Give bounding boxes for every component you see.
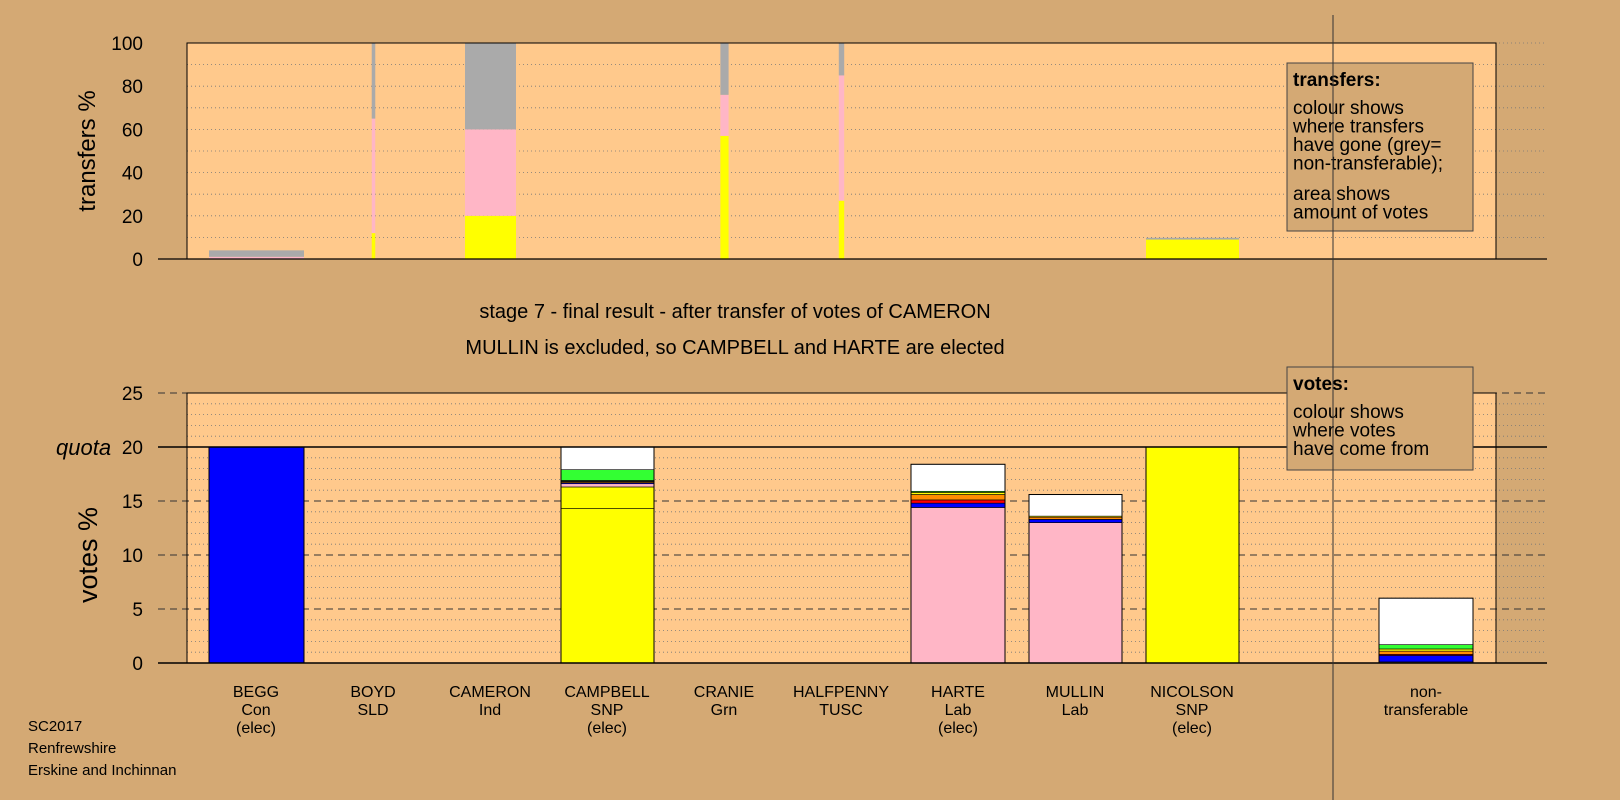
votes-y-axis-label: votes % — [73, 507, 103, 603]
transfers-y-tick-label: 80 — [122, 77, 143, 98]
footer: SC2017 Renfrewshire Erskine and Inchinna… — [28, 716, 176, 782]
transfer-bar-segment — [1146, 237, 1239, 240]
candidate-name-label: NICOLSON — [1150, 684, 1234, 701]
vote-bar-segment — [560, 469, 655, 481]
candidate-party-label: transferable — [1384, 702, 1469, 719]
vote-bar-segment — [910, 492, 1006, 495]
transfers-legend-text: area shows — [1293, 184, 1390, 205]
candidate-name-label: MULLIN — [1046, 684, 1105, 701]
footer-election: SC2017 — [28, 718, 83, 735]
transfer-bar-segment — [838, 43, 845, 76]
votes-y-tick-label: 10 — [122, 546, 143, 567]
candidate-status-label: (elec) — [1172, 720, 1212, 737]
stage-subtitle: MULLIN is excluded, so CAMPBELL and HART… — [465, 337, 1004, 359]
votes-y-tick-label: 25 — [122, 384, 143, 405]
transfers-legend-box — [1286, 62, 1474, 232]
transfer-bar-segment — [1146, 239, 1239, 259]
transfer-bar-segment — [720, 43, 729, 95]
transfer-bar-segment — [720, 94, 729, 136]
quota-label: quota — [56, 435, 111, 460]
vote-bar-segment — [560, 483, 655, 488]
transfers-y-tick-label: 0 — [132, 250, 143, 271]
candidate-status-label: (elec) — [938, 720, 978, 737]
footer-council: Renfrewshire — [28, 740, 117, 757]
votes-y-tick-label: 15 — [122, 492, 143, 513]
candidate-status-label: (elec) — [236, 720, 276, 737]
transfers-y-tick-label: 20 — [122, 207, 143, 228]
transfers-legend-text: non-transferable); — [1293, 154, 1443, 175]
candidate-status-label: (elec) — [587, 720, 627, 737]
transfer-bar-segment — [465, 215, 516, 259]
votes-legend-heading: votes: — [1293, 374, 1349, 395]
vote-bar-segment — [560, 446, 655, 470]
candidate-name-label: CRANIE — [694, 684, 754, 701]
votes-legend-text: where votes — [1292, 421, 1395, 442]
transfers-y-axis-label: transfers % — [74, 90, 101, 211]
vote-bar-segment — [1028, 522, 1123, 664]
votes-y-tick-label: 0 — [132, 654, 143, 675]
candidate-party-label: Lab — [945, 702, 972, 719]
transfer-bar-segment — [720, 135, 729, 259]
transfers-y-tick-label: 100 — [111, 34, 143, 55]
transfers-legend-heading: transfers: — [1293, 70, 1381, 91]
vote-bar-segment — [910, 499, 1006, 504]
transfers-y-tick-label: 40 — [122, 164, 143, 185]
candidate-party-label: SLD — [357, 702, 388, 719]
candidate-party-label: Lab — [1062, 702, 1089, 719]
votes-plot-area — [187, 393, 1496, 663]
transfers-y-tick-label: 60 — [122, 120, 143, 141]
candidate-name-label: HALFPENNY — [793, 684, 889, 701]
vote-bar-segment — [1378, 650, 1474, 655]
candidate-party-label: SNP — [591, 702, 624, 719]
vote-bar-segment — [1028, 494, 1123, 517]
vote-bar-segment — [1028, 519, 1123, 523]
vote-bar-segment — [560, 486, 655, 509]
vote-bar-segment — [1378, 655, 1474, 663]
transfer-bar-segment — [465, 129, 516, 216]
transfers-legend-text: colour shows — [1293, 98, 1404, 119]
transfer-bar-segment — [371, 118, 376, 234]
vote-bar-segment — [1378, 597, 1474, 645]
candidate-party-label: SNP — [1176, 702, 1209, 719]
candidate-name-label: non- — [1410, 684, 1442, 701]
vote-bar-segment — [910, 463, 1006, 492]
transfer-bar-segment — [209, 256, 304, 259]
transfer-bar-segment — [209, 250, 304, 257]
transfers-legend-text: have gone (grey= — [1293, 135, 1441, 156]
transfer-bar-segment — [838, 75, 845, 201]
candidate-party-label: Con — [241, 702, 270, 719]
transfer-bar-segment — [371, 233, 376, 259]
candidate-party-label: TUSC — [819, 702, 863, 719]
vote-bar-segment — [208, 446, 305, 664]
vote-bar-segment — [1378, 648, 1474, 652]
candidate-name-label: HARTE — [931, 684, 985, 701]
candidate-name-label: BEGG — [233, 684, 279, 701]
vote-bar-segment — [910, 494, 1006, 501]
transfers-legend-text: amount of votes — [1293, 203, 1428, 224]
transfer-bar-segment — [465, 43, 516, 130]
vote-bar-segment — [910, 507, 1006, 664]
transfer-bar-segment — [371, 43, 376, 119]
stage-title: stage 7 - final result - after transfer … — [479, 301, 990, 323]
candidate-party-label: Grn — [711, 702, 738, 719]
quota-tick-label: 20 — [122, 438, 143, 459]
votes-y-tick-label: 5 — [132, 600, 143, 621]
candidate-name-label: CAMPBELL — [564, 684, 649, 701]
votes-legend-text: have come from — [1293, 439, 1429, 460]
transfer-bar-segment — [838, 200, 845, 259]
vote-bar-segment — [560, 508, 655, 664]
candidate-name-label: CAMERON — [449, 684, 531, 701]
vote-bar-segment — [910, 502, 1006, 508]
footer-ward: Erskine and Inchinnan — [28, 762, 177, 779]
vote-bar-segment — [1145, 446, 1240, 664]
candidate-name-label: BOYD — [350, 684, 395, 701]
vote-bar-segment — [1028, 516, 1123, 520]
transfers-legend-text: where transfers — [1292, 117, 1424, 138]
votes-legend-text: colour shows — [1293, 402, 1404, 423]
vote-bar-segment — [1378, 644, 1474, 650]
votes-legend-box — [1286, 366, 1474, 471]
candidate-party-label: Ind — [479, 702, 501, 719]
